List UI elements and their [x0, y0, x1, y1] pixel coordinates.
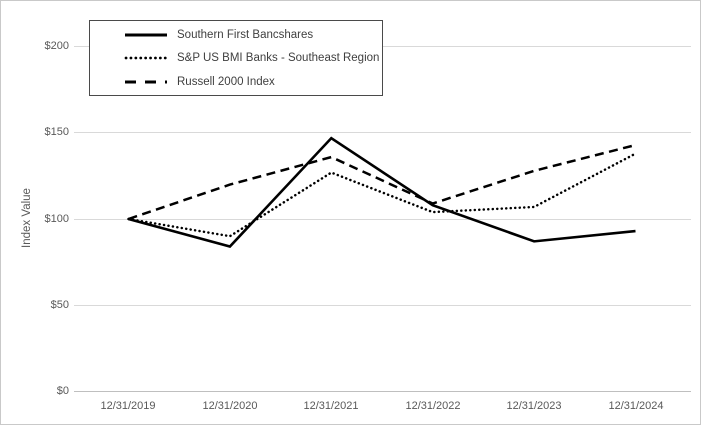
gridline-0-axis: [74, 391, 691, 392]
legend-item-sp-bmi-banks: S&P US BMI Banks - Southeast Region: [124, 48, 382, 68]
series-line-dotted: [127, 152, 637, 238]
y-tick-label: $0: [56, 385, 69, 397]
series-line-solid: [128, 136, 636, 248]
legend-label: Southern First Bancshares: [177, 28, 314, 41]
dotted-line-sample-icon: [124, 56, 168, 60]
series-line-dashed: [128, 143, 636, 221]
y-tick-label: $100: [44, 213, 69, 225]
legend: Southern First Bancshares S&P US BMI Ban…: [89, 20, 383, 96]
x-tick-label: 12/31/2022: [405, 400, 461, 412]
legend-label: Russell 2000 Index: [177, 75, 275, 88]
y-tick-label: $150: [44, 126, 69, 138]
y-tick-label: $200: [44, 40, 69, 52]
x-tick-label: 12/31/2023: [506, 400, 562, 412]
x-tick-label: 12/31/2021: [303, 400, 359, 412]
x-tick-label: 12/31/2019: [100, 400, 156, 412]
solid-line-sample-icon: [125, 33, 167, 36]
y-tick-label: $50: [50, 299, 69, 311]
legend-item-russell-2000: Russell 2000 Index: [124, 72, 382, 92]
gridline-50: [74, 305, 691, 306]
y-axis-title: Index Value: [21, 188, 33, 248]
gridline-150: [74, 132, 691, 133]
dashed-line-sample-icon: [125, 80, 167, 83]
legend-item-southern-first: Southern First Bancshares: [124, 25, 382, 45]
gridline-100: [74, 219, 691, 220]
legend-label: S&P US BMI Banks - Southeast Region: [177, 52, 380, 64]
x-tick-label: 12/31/2020: [202, 400, 258, 412]
x-tick-label: 12/31/2024: [608, 400, 664, 412]
